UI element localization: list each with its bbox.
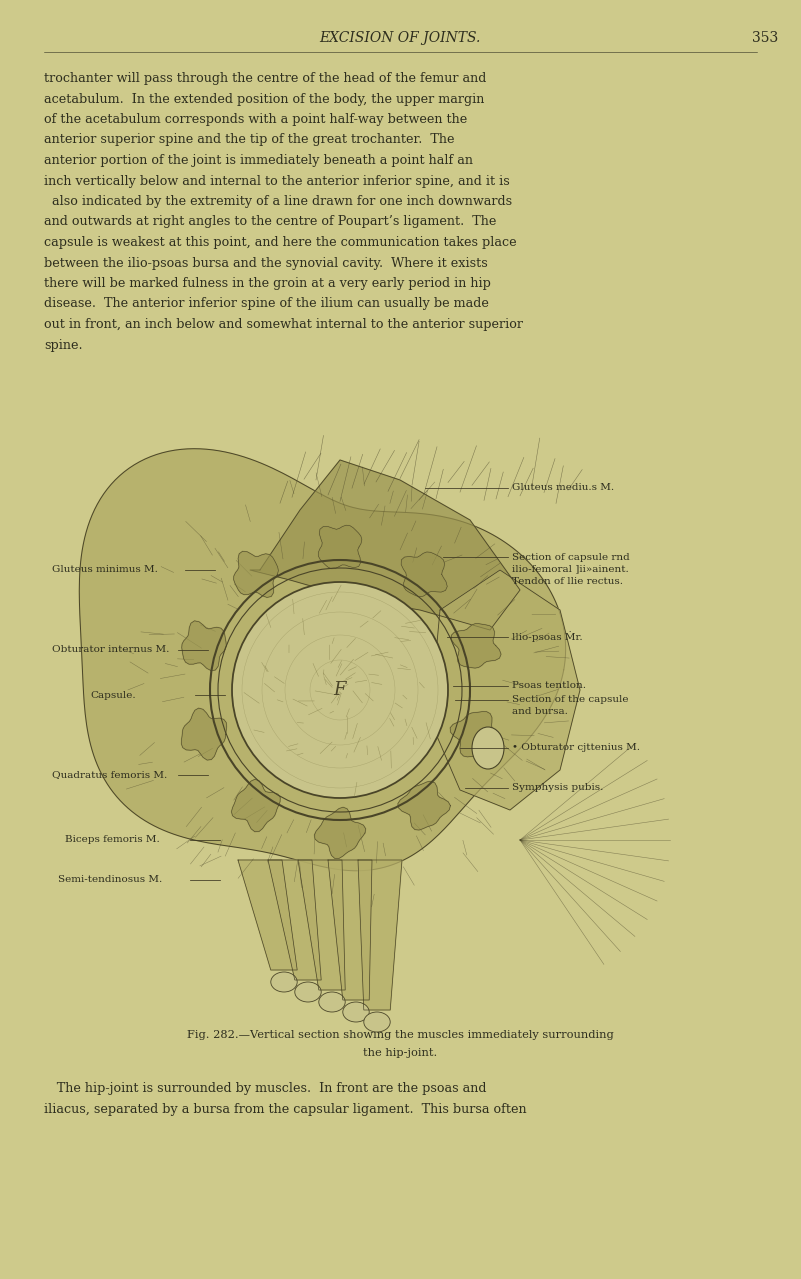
Text: Obturator internus M.: Obturator internus M. — [52, 646, 169, 655]
Polygon shape — [314, 807, 366, 858]
Polygon shape — [250, 460, 520, 631]
Text: trochanter will pass through the centre of the head of the femur and: trochanter will pass through the centre … — [44, 72, 486, 84]
Ellipse shape — [271, 972, 297, 993]
Text: • Obturator cjttenius M.: • Obturator cjttenius M. — [512, 743, 640, 752]
Polygon shape — [182, 620, 226, 670]
Polygon shape — [398, 781, 450, 830]
Text: Quadratus femoris M.: Quadratus femoris M. — [52, 770, 167, 779]
Text: iliacus, separated by a bursa from the capsular ligament.  This bursa often: iliacus, separated by a bursa from the c… — [44, 1102, 526, 1117]
Text: Gluteus mediu.s M.: Gluteus mediu.s M. — [512, 483, 614, 492]
Text: anterior portion of the joint is immediately beneath a point half an: anterior portion of the joint is immedia… — [44, 153, 473, 168]
Ellipse shape — [319, 993, 345, 1012]
Text: of the acetabulum corresponds with a point half-way between the: of the acetabulum corresponds with a poi… — [44, 113, 467, 127]
Text: the hip-joint.: the hip-joint. — [363, 1048, 437, 1058]
Polygon shape — [450, 711, 502, 757]
Text: inch vertically below and internal to the anterior inferior spine, and it is: inch vertically below and internal to th… — [44, 174, 509, 188]
Text: llio-psoas Ṁr.: llio-psoas Ṁr. — [512, 632, 582, 642]
Text: Capsule.: Capsule. — [90, 691, 135, 700]
Polygon shape — [318, 526, 362, 569]
Text: also indicated by the extremity of a line drawn for one inch downwards: also indicated by the extremity of a lin… — [44, 194, 512, 208]
Polygon shape — [181, 709, 227, 760]
Text: Section of the capsule: Section of the capsule — [512, 696, 629, 705]
Text: spine.: spine. — [44, 339, 83, 352]
Ellipse shape — [343, 1001, 369, 1022]
Polygon shape — [238, 859, 297, 969]
Text: Psoas tentlon.: Psoas tentlon. — [512, 682, 586, 691]
Polygon shape — [358, 859, 402, 1010]
Text: out in front, an inch below and somewhat internal to the anterior superior: out in front, an inch below and somewhat… — [44, 318, 523, 331]
Text: Symphysis pubis.: Symphysis pubis. — [512, 784, 603, 793]
Text: Gluteus minimus M.: Gluteus minimus M. — [52, 565, 158, 574]
Text: Tendon of llie rectus.: Tendon of llie rectus. — [512, 577, 623, 586]
Text: acetabulum.  In the extended position of the body, the upper margin: acetabulum. In the extended position of … — [44, 92, 485, 105]
Text: anterior superior spine and the tip of the great trochanter.  The: anterior superior spine and the tip of t… — [44, 133, 454, 147]
Text: and outwards at right angles to the centre of Poupart’s ligament.  The: and outwards at right angles to the cent… — [44, 215, 497, 229]
Text: and bursa.: and bursa. — [512, 707, 568, 716]
Text: Section of capsule rnd: Section of capsule rnd — [512, 553, 630, 561]
Text: capsule is weakest at this point, and here the communication takes place: capsule is weakest at this point, and he… — [44, 237, 517, 249]
Text: Biceps femoris M.: Biceps femoris M. — [65, 835, 159, 844]
Polygon shape — [430, 570, 580, 810]
Text: The hip-joint is surrounded by muscles.  In front are the psoas and: The hip-joint is surrounded by muscles. … — [44, 1082, 486, 1095]
Polygon shape — [234, 551, 279, 597]
Ellipse shape — [472, 726, 504, 769]
Polygon shape — [268, 859, 321, 980]
Text: ilio-femoral ]ii»ainent.: ilio-femoral ]ii»ainent. — [512, 564, 629, 573]
Text: between the ilio-psoas bursa and the synovial cavity.  Where it exists: between the ilio-psoas bursa and the syn… — [44, 257, 488, 270]
Text: Semi-tendinosus M.: Semi-tendinosus M. — [58, 876, 163, 885]
Ellipse shape — [295, 982, 321, 1001]
Text: Fig. 282.—Vertical section showing the muscles immediately surrounding: Fig. 282.—Vertical section showing the m… — [187, 1030, 614, 1040]
Text: disease.  The anterior inferior spine of the ilium can usually be made: disease. The anterior inferior spine of … — [44, 298, 489, 311]
Polygon shape — [451, 624, 501, 668]
Polygon shape — [298, 859, 345, 990]
Polygon shape — [401, 553, 447, 597]
Text: EXCISION OF JOINTS.: EXCISION OF JOINTS. — [320, 31, 481, 45]
Text: there will be marked fulness in the groin at a very early period in hip: there will be marked fulness in the groi… — [44, 278, 491, 290]
Polygon shape — [328, 859, 372, 1000]
Circle shape — [232, 582, 448, 798]
Text: 353: 353 — [752, 31, 779, 45]
Polygon shape — [231, 779, 280, 831]
Text: F: F — [334, 680, 346, 700]
Ellipse shape — [364, 1012, 390, 1032]
Polygon shape — [79, 449, 566, 871]
